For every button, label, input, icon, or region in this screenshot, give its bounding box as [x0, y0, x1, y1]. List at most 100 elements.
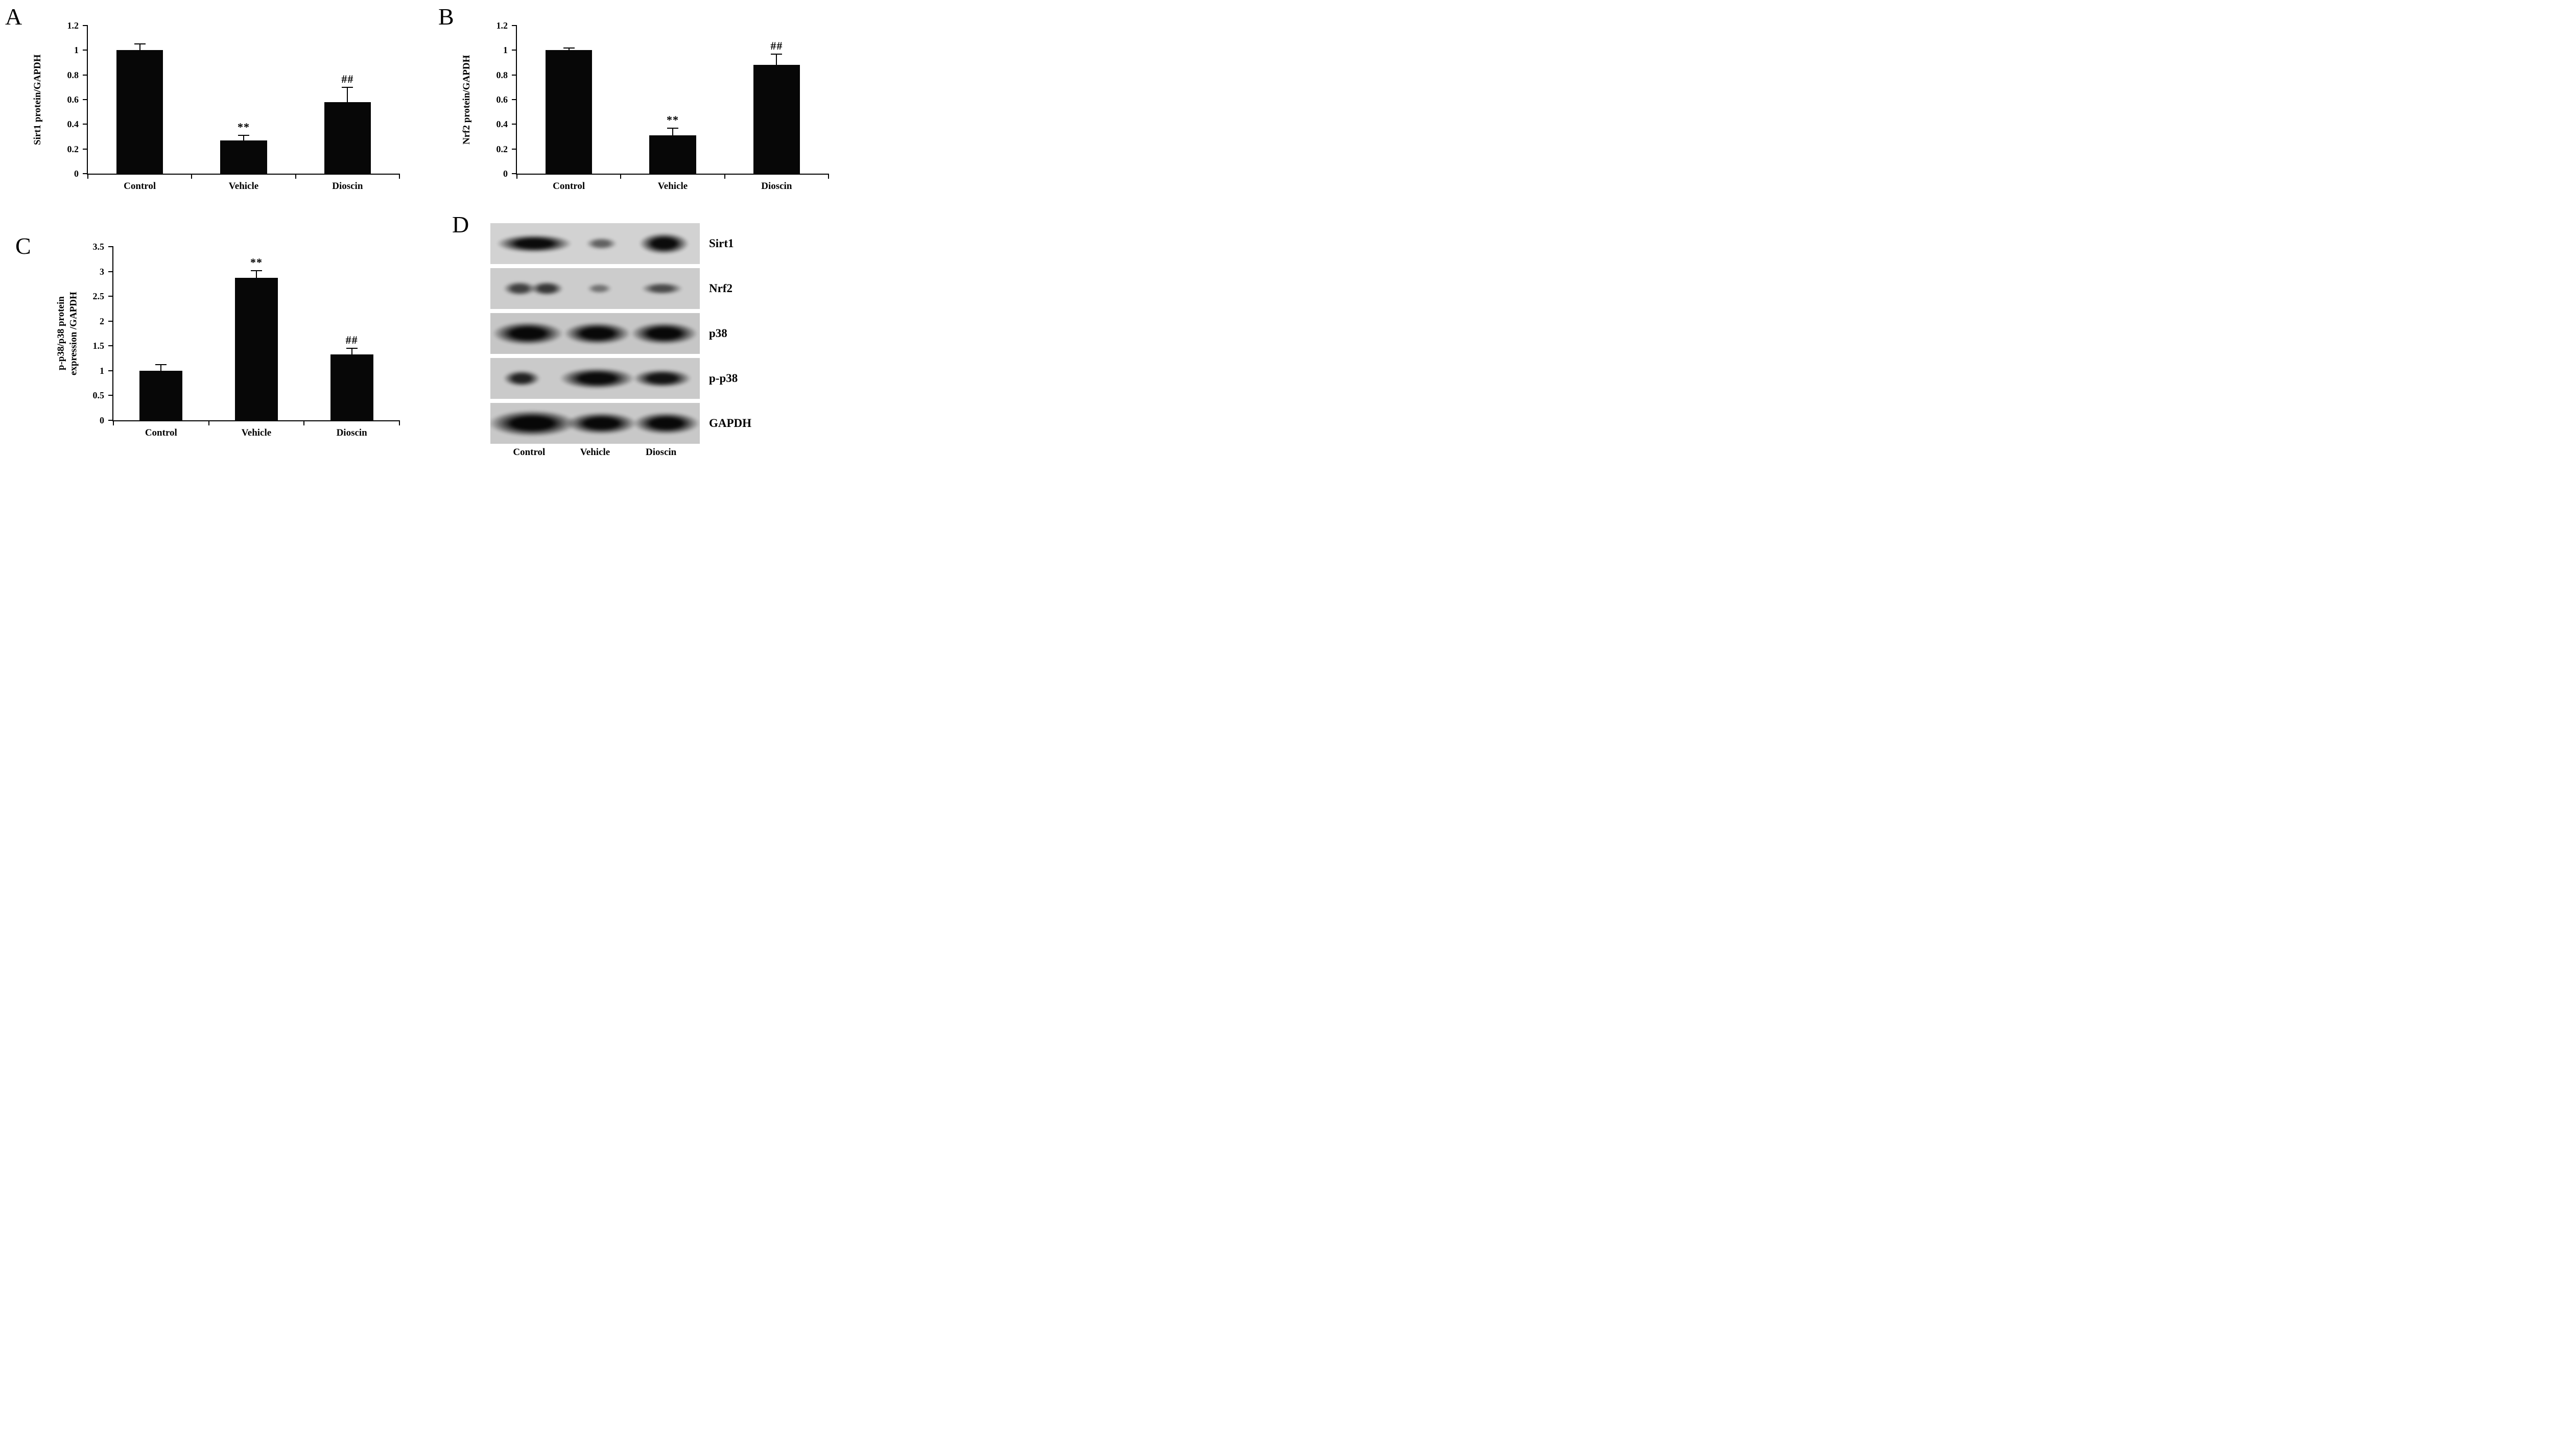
nrf2-bar-chart: Nrf2 protein/GAPDH 0 0.2 0.4 0.6 0.8 1 1.2 Cont…	[434, 4, 853, 213]
y-axis-label: Sirt1 protein/GAPDH	[32, 54, 43, 145]
significance-annotation: ##	[770, 39, 783, 52]
pp38-bar-chart: p-p38/p38 protein expression /GAPDH 0 0.5…	[15, 227, 429, 472]
bar-dioscin	[330, 354, 373, 420]
error-bar-line	[160, 365, 162, 371]
y-tick-label: 0.8	[67, 69, 79, 80]
bar-control	[116, 50, 163, 174]
x-axis-tick	[191, 174, 193, 179]
bar-control	[545, 50, 593, 174]
panel-a-letter: A	[5, 4, 22, 30]
y-axis-tick	[83, 50, 88, 51]
x-axis-tick	[208, 420, 209, 425]
blot-band	[585, 237, 618, 250]
plot-area: 0 0.5 1 1.5 2 2.5 3 3.5 Control ** Vehicle ## Diosci…	[93, 242, 400, 438]
blot-band	[639, 233, 690, 254]
y-tick-label: 0.5	[92, 390, 105, 401]
y-axis-tick	[83, 99, 88, 100]
error-bar-cap	[155, 364, 167, 366]
x-category-label: Dioscin	[332, 181, 363, 192]
y-tick-label: 0	[100, 415, 104, 425]
error-bar-line	[139, 44, 140, 51]
blot-band	[565, 412, 637, 435]
error-bar-cap	[238, 135, 249, 136]
blot-band	[641, 282, 683, 295]
y-axis-tick	[108, 370, 113, 371]
x-axis-tick	[724, 174, 725, 179]
blot-band	[496, 234, 572, 253]
x-category-label: Dioscin	[336, 427, 367, 438]
y-axis-tick	[108, 420, 113, 421]
blot-strip-p-p38	[490, 358, 700, 399]
x-axis-tick	[303, 420, 305, 425]
y-tick-label: 1	[503, 45, 508, 56]
y-axis-tick	[108, 345, 113, 347]
panel-d-western-blot: D Sirt1 Nrf2 p38 p-p38 GAPDH Control Vehicle Di…	[439, 212, 863, 483]
y-tick-label: 1.5	[92, 341, 105, 351]
blot-band	[632, 412, 700, 435]
blot-strip-nrf2	[490, 268, 700, 309]
x-category-label: Vehicle	[657, 181, 688, 192]
blot-strip-gapdh	[490, 403, 700, 444]
significance-annotation: **	[250, 255, 263, 269]
sirt1-bar-chart: Sirt1 protein/GAPDH 0 0.2 0.4 0.6 0.8 1 1.2 Con…	[5, 4, 419, 213]
bar-vehicle	[235, 278, 278, 420]
error-bar-cap	[342, 86, 353, 88]
y-axis-tick	[108, 246, 113, 247]
error-bar-cap	[667, 127, 678, 129]
panel-c-letter: C	[15, 233, 31, 259]
blot-band	[503, 370, 541, 387]
x-category-label: Vehicle	[228, 181, 259, 192]
blot-band	[632, 369, 692, 388]
y-axis-tick	[83, 148, 88, 150]
blot-row-label: Nrf2	[709, 282, 732, 295]
blot-row-label: p38	[709, 327, 727, 340]
y-axis-tick	[512, 25, 517, 26]
x-category-label: Control	[145, 427, 177, 438]
x-axis-tick	[295, 174, 296, 179]
error-bar-cap	[771, 53, 783, 55]
significance-annotation: ##	[341, 72, 354, 85]
error-bar-line	[568, 47, 570, 51]
y-axis-tick	[83, 124, 88, 125]
y-axis-tick	[512, 99, 517, 100]
y-axis-tick	[512, 50, 517, 51]
error-bar-line	[256, 270, 257, 278]
significance-annotation: **	[238, 121, 250, 134]
y-tick-label: 0.6	[67, 94, 79, 105]
blot-row-label: p-p38	[709, 372, 738, 385]
x-axis-tick	[87, 174, 88, 179]
blot-row-label: Sirt1	[709, 237, 734, 250]
bar-dioscin	[324, 102, 371, 174]
y-tick-label: 0.2	[496, 144, 508, 154]
blot-band	[490, 410, 577, 437]
y-axis-tick	[83, 25, 88, 26]
y-tick-label: 0.8	[496, 69, 508, 80]
significance-annotation: **	[667, 113, 679, 126]
bar-vehicle	[220, 140, 267, 174]
y-axis-tick	[512, 173, 517, 174]
x-category-label: Control	[553, 181, 585, 192]
y-tick-label: 0.4	[67, 119, 79, 130]
panel-d-letter: D	[452, 211, 469, 237]
x-category-label: Control	[124, 181, 156, 192]
x-axis-tick	[113, 420, 114, 425]
y-axis-tick	[108, 296, 113, 297]
x-axis-tick	[399, 174, 400, 179]
blot-strip-sirt1	[490, 223, 700, 264]
y-tick-label: 0.6	[496, 94, 508, 105]
error-bar-line	[672, 128, 673, 136]
y-axis-tick	[512, 74, 517, 76]
panel-a-sirt1-bar-chart: A Sirt1 protein/GAPDH 0 0.2 0.4 0.6 0.8 1 1.2 C…	[5, 4, 419, 213]
y-tick-label: 0	[503, 169, 508, 179]
y-tick-label: 0.2	[67, 144, 79, 154]
y-tick-label: 0	[74, 169, 79, 179]
error-bar-cap	[134, 43, 146, 45]
x-axis-tick	[620, 174, 622, 179]
y-axis-tick	[108, 271, 113, 272]
blot-band	[563, 322, 631, 345]
y-tick-label: 3	[100, 266, 104, 277]
y-tick-label: 1	[100, 365, 104, 376]
y-tick-label: 1	[74, 45, 79, 56]
bar-control	[139, 370, 183, 420]
x-category-label: Vehicle	[241, 427, 272, 438]
